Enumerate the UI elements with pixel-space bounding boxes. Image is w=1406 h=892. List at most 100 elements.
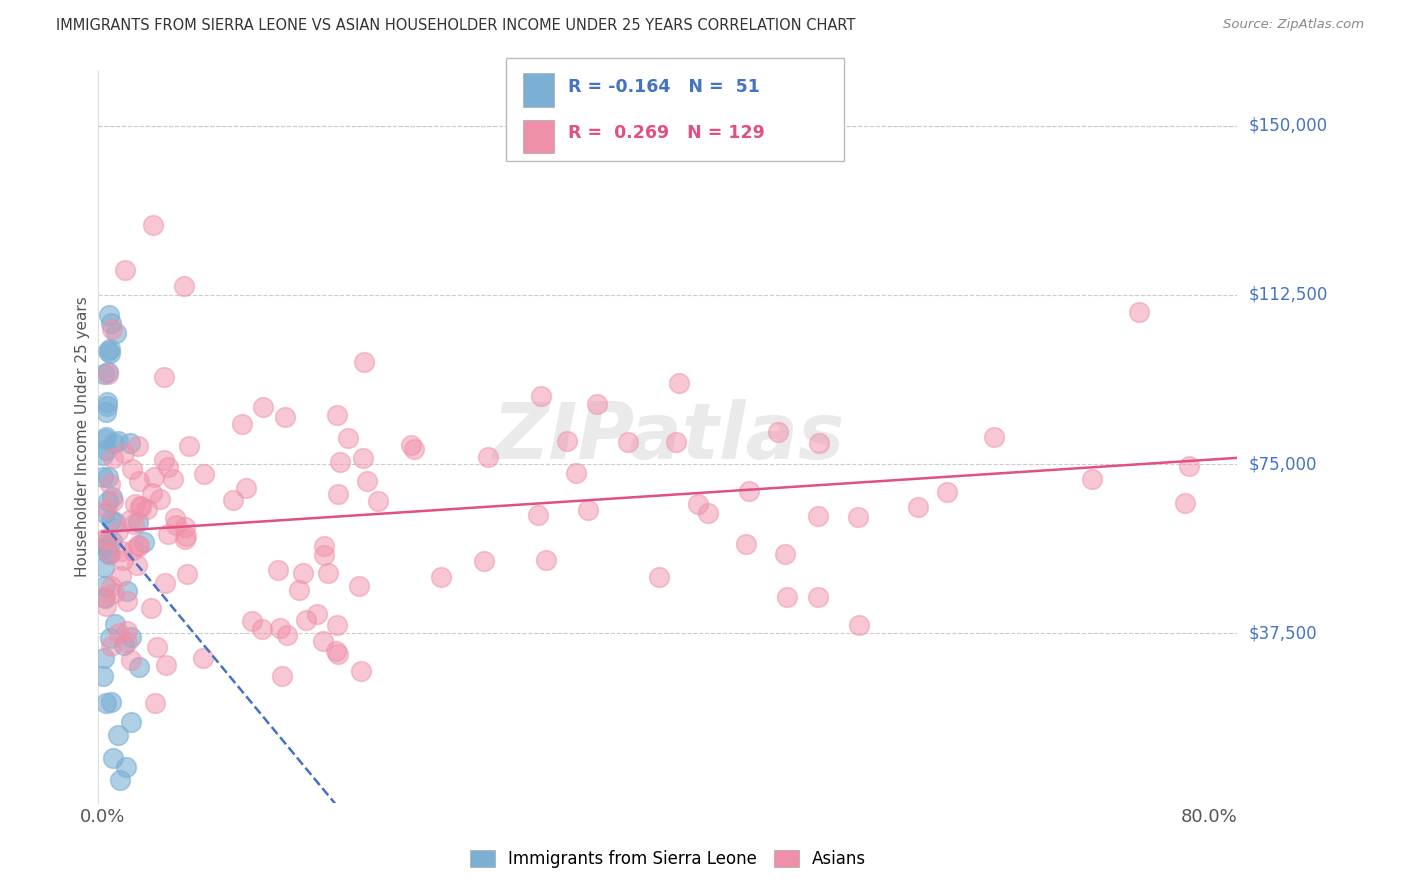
Point [115, 760, 138, 774]
Point [141, 486, 163, 500]
Point [314, 548, 336, 562]
Point [173, 279, 195, 293]
Point [555, 434, 578, 448]
Point [93, 651, 115, 665]
Point [94, 506, 117, 520]
Point [127, 439, 149, 453]
Point [127, 538, 149, 552]
Point [122, 517, 145, 532]
Point [808, 435, 831, 450]
Point [316, 566, 339, 580]
Point [173, 520, 195, 534]
Point [576, 503, 599, 517]
Point [100, 579, 122, 593]
Point [148, 491, 170, 506]
Point [103, 451, 125, 466]
Point [472, 553, 495, 567]
Point [107, 434, 129, 448]
Point [775, 590, 797, 604]
Text: ZIPatlas: ZIPatlas [492, 399, 844, 475]
Text: IMMIGRANTS FROM SIERRA LEONE VS ASIAN HOUSEHOLDER INCOME UNDER 25 YEARS CORRELAT: IMMIGRANTS FROM SIERRA LEONE VS ASIAN HO… [56, 18, 856, 33]
Point [112, 446, 135, 460]
Point [97, 344, 120, 359]
Point [93, 367, 115, 381]
Point [616, 435, 638, 450]
Point [127, 515, 149, 529]
Point [115, 635, 138, 649]
Text: R = -0.164   N =  51: R = -0.164 N = 51 [568, 78, 759, 95]
Point [430, 570, 453, 584]
Point [110, 568, 132, 582]
Point [100, 342, 122, 356]
Point [128, 660, 150, 674]
Point [267, 563, 290, 577]
Point [139, 601, 162, 615]
Point [276, 628, 298, 642]
Text: R =  0.269   N = 129: R = 0.269 N = 129 [568, 124, 765, 142]
Point [94, 579, 117, 593]
Point [103, 586, 125, 600]
Point [120, 653, 142, 667]
Point [295, 613, 318, 627]
Point [326, 617, 349, 632]
Text: $75,000: $75,000 [1249, 455, 1317, 473]
Point [120, 630, 142, 644]
Point [648, 570, 671, 584]
Point [193, 467, 215, 481]
Point [1081, 472, 1104, 486]
Point [534, 553, 557, 567]
Point [983, 430, 1005, 444]
Point [807, 508, 830, 523]
Point [143, 697, 166, 711]
Point [114, 263, 136, 277]
Point [124, 497, 146, 511]
Point [269, 621, 291, 635]
Point [353, 355, 375, 369]
Point [91, 669, 114, 683]
Point [325, 644, 347, 658]
Point [98, 477, 121, 491]
Point [668, 376, 690, 390]
Text: $112,500: $112,500 [1249, 285, 1327, 304]
Point [153, 576, 176, 591]
Point [101, 322, 124, 336]
Point [153, 453, 176, 467]
Point [91, 470, 114, 484]
Point [104, 515, 127, 529]
Point [328, 647, 350, 661]
Point [231, 417, 253, 431]
Point [356, 474, 378, 488]
Point [686, 497, 709, 511]
Point [326, 487, 349, 501]
Point [155, 658, 177, 673]
Point [337, 431, 360, 445]
Point [110, 773, 132, 788]
Point [527, 508, 550, 523]
Point [103, 750, 125, 764]
Point [350, 665, 373, 679]
Point [128, 539, 150, 553]
Point [96, 502, 118, 516]
Point [120, 714, 142, 729]
Point [665, 435, 688, 450]
Point [97, 365, 120, 379]
Point [565, 466, 588, 480]
Point [477, 450, 499, 464]
Point [156, 527, 179, 541]
Point [326, 408, 349, 422]
Point [117, 584, 139, 599]
Point [807, 591, 830, 605]
Point [93, 432, 115, 446]
Point [97, 494, 120, 508]
Point [127, 558, 149, 572]
Point [846, 510, 869, 524]
Point [94, 443, 117, 458]
Point [156, 460, 179, 475]
Point [103, 494, 125, 508]
Point [94, 533, 117, 547]
Point [100, 317, 122, 331]
Point [93, 532, 115, 546]
Point [129, 500, 152, 514]
Point [132, 534, 155, 549]
Point [142, 218, 165, 232]
